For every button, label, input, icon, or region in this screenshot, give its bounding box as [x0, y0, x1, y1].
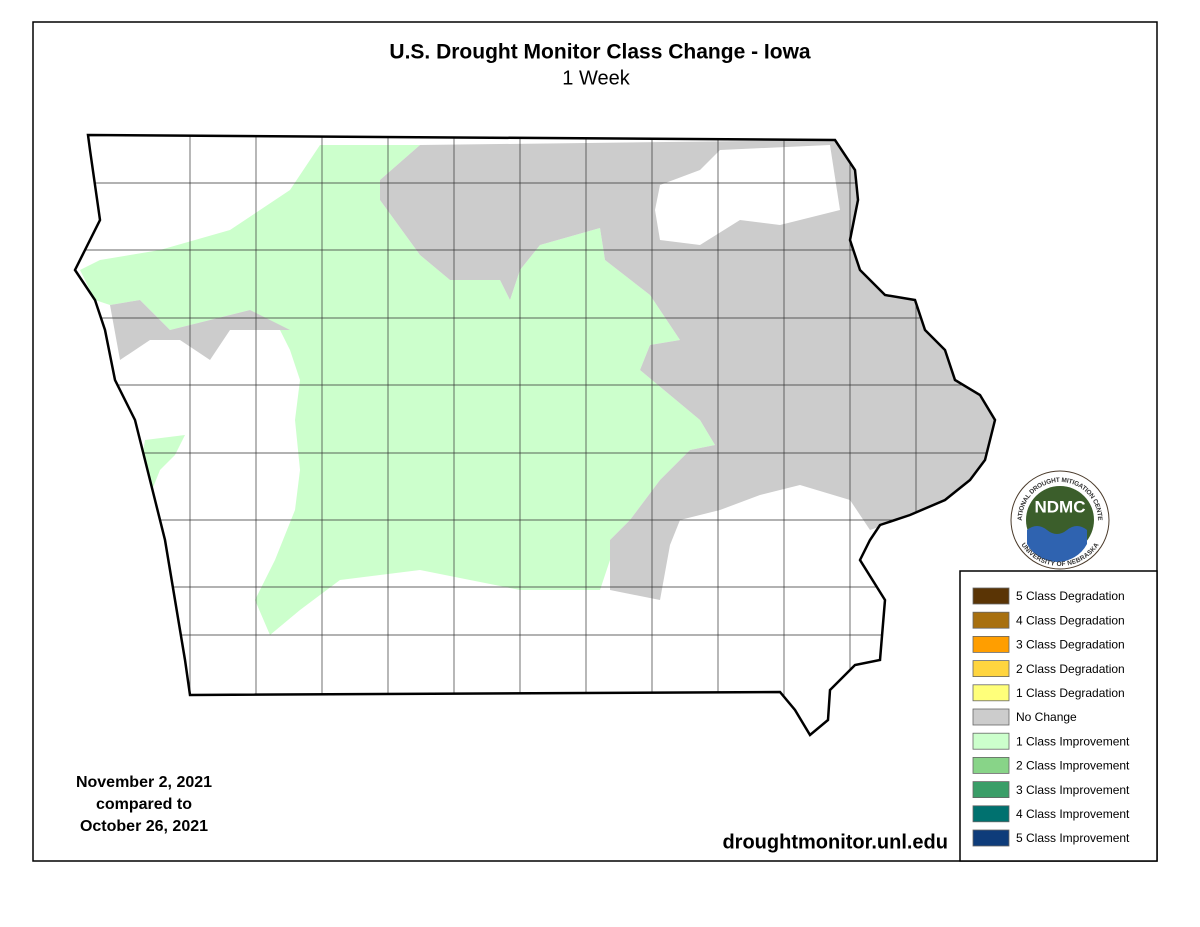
legend-swatch — [972, 757, 1010, 774]
legend-swatch — [972, 660, 1010, 677]
source-url: droughtmonitor.unl.edu — [722, 831, 948, 853]
legend-swatch — [972, 708, 1010, 726]
title: U.S. Drought Monitor Class Change - Iowa — [389, 41, 811, 64]
legend-swatch — [972, 587, 1010, 605]
legend-label: 5 Class Improvement — [1016, 831, 1130, 845]
legend-label: 5 Class Degradation — [1016, 589, 1125, 603]
county-lines — [75, 135, 995, 700]
legend-label: 2 Class Improvement — [1016, 759, 1130, 773]
subtitle: 1 Week — [562, 67, 630, 89]
improvement-area — [80, 145, 715, 635]
legend-label: No Change — [1016, 710, 1077, 724]
legend-label: 1 Class Improvement — [1016, 734, 1130, 748]
legend-label: 3 Class Improvement — [1016, 783, 1130, 797]
legend-label: 4 Class Degradation — [1016, 613, 1125, 627]
legend-swatch — [972, 684, 1010, 702]
legend-label: 3 Class Degradation — [1016, 638, 1125, 652]
no-change-area — [380, 140, 995, 600]
date-line: November 2, 2021 — [76, 774, 212, 791]
iowa-map — [75, 135, 995, 735]
legend-label: 4 Class Improvement — [1016, 807, 1130, 821]
legend-label: 1 Class Degradation — [1016, 686, 1125, 700]
legend-label: 2 Class Degradation — [1016, 662, 1125, 676]
legend-swatch — [972, 636, 1010, 653]
unchanged-white-area — [655, 145, 840, 245]
legend-swatch — [972, 611, 1010, 629]
logo-name: NDMC — [1035, 497, 1086, 516]
legend: 5 Class Degradation 4 Class Degradation 3 … — [972, 587, 1130, 847]
legend-swatch — [972, 732, 1010, 750]
no-change-area — [110, 300, 290, 360]
date-line: compared to — [96, 796, 192, 813]
legend-swatch — [972, 781, 1010, 798]
legend-swatch — [972, 805, 1010, 823]
legend-swatch — [972, 829, 1010, 847]
date-line: October 26, 2021 — [80, 818, 208, 835]
